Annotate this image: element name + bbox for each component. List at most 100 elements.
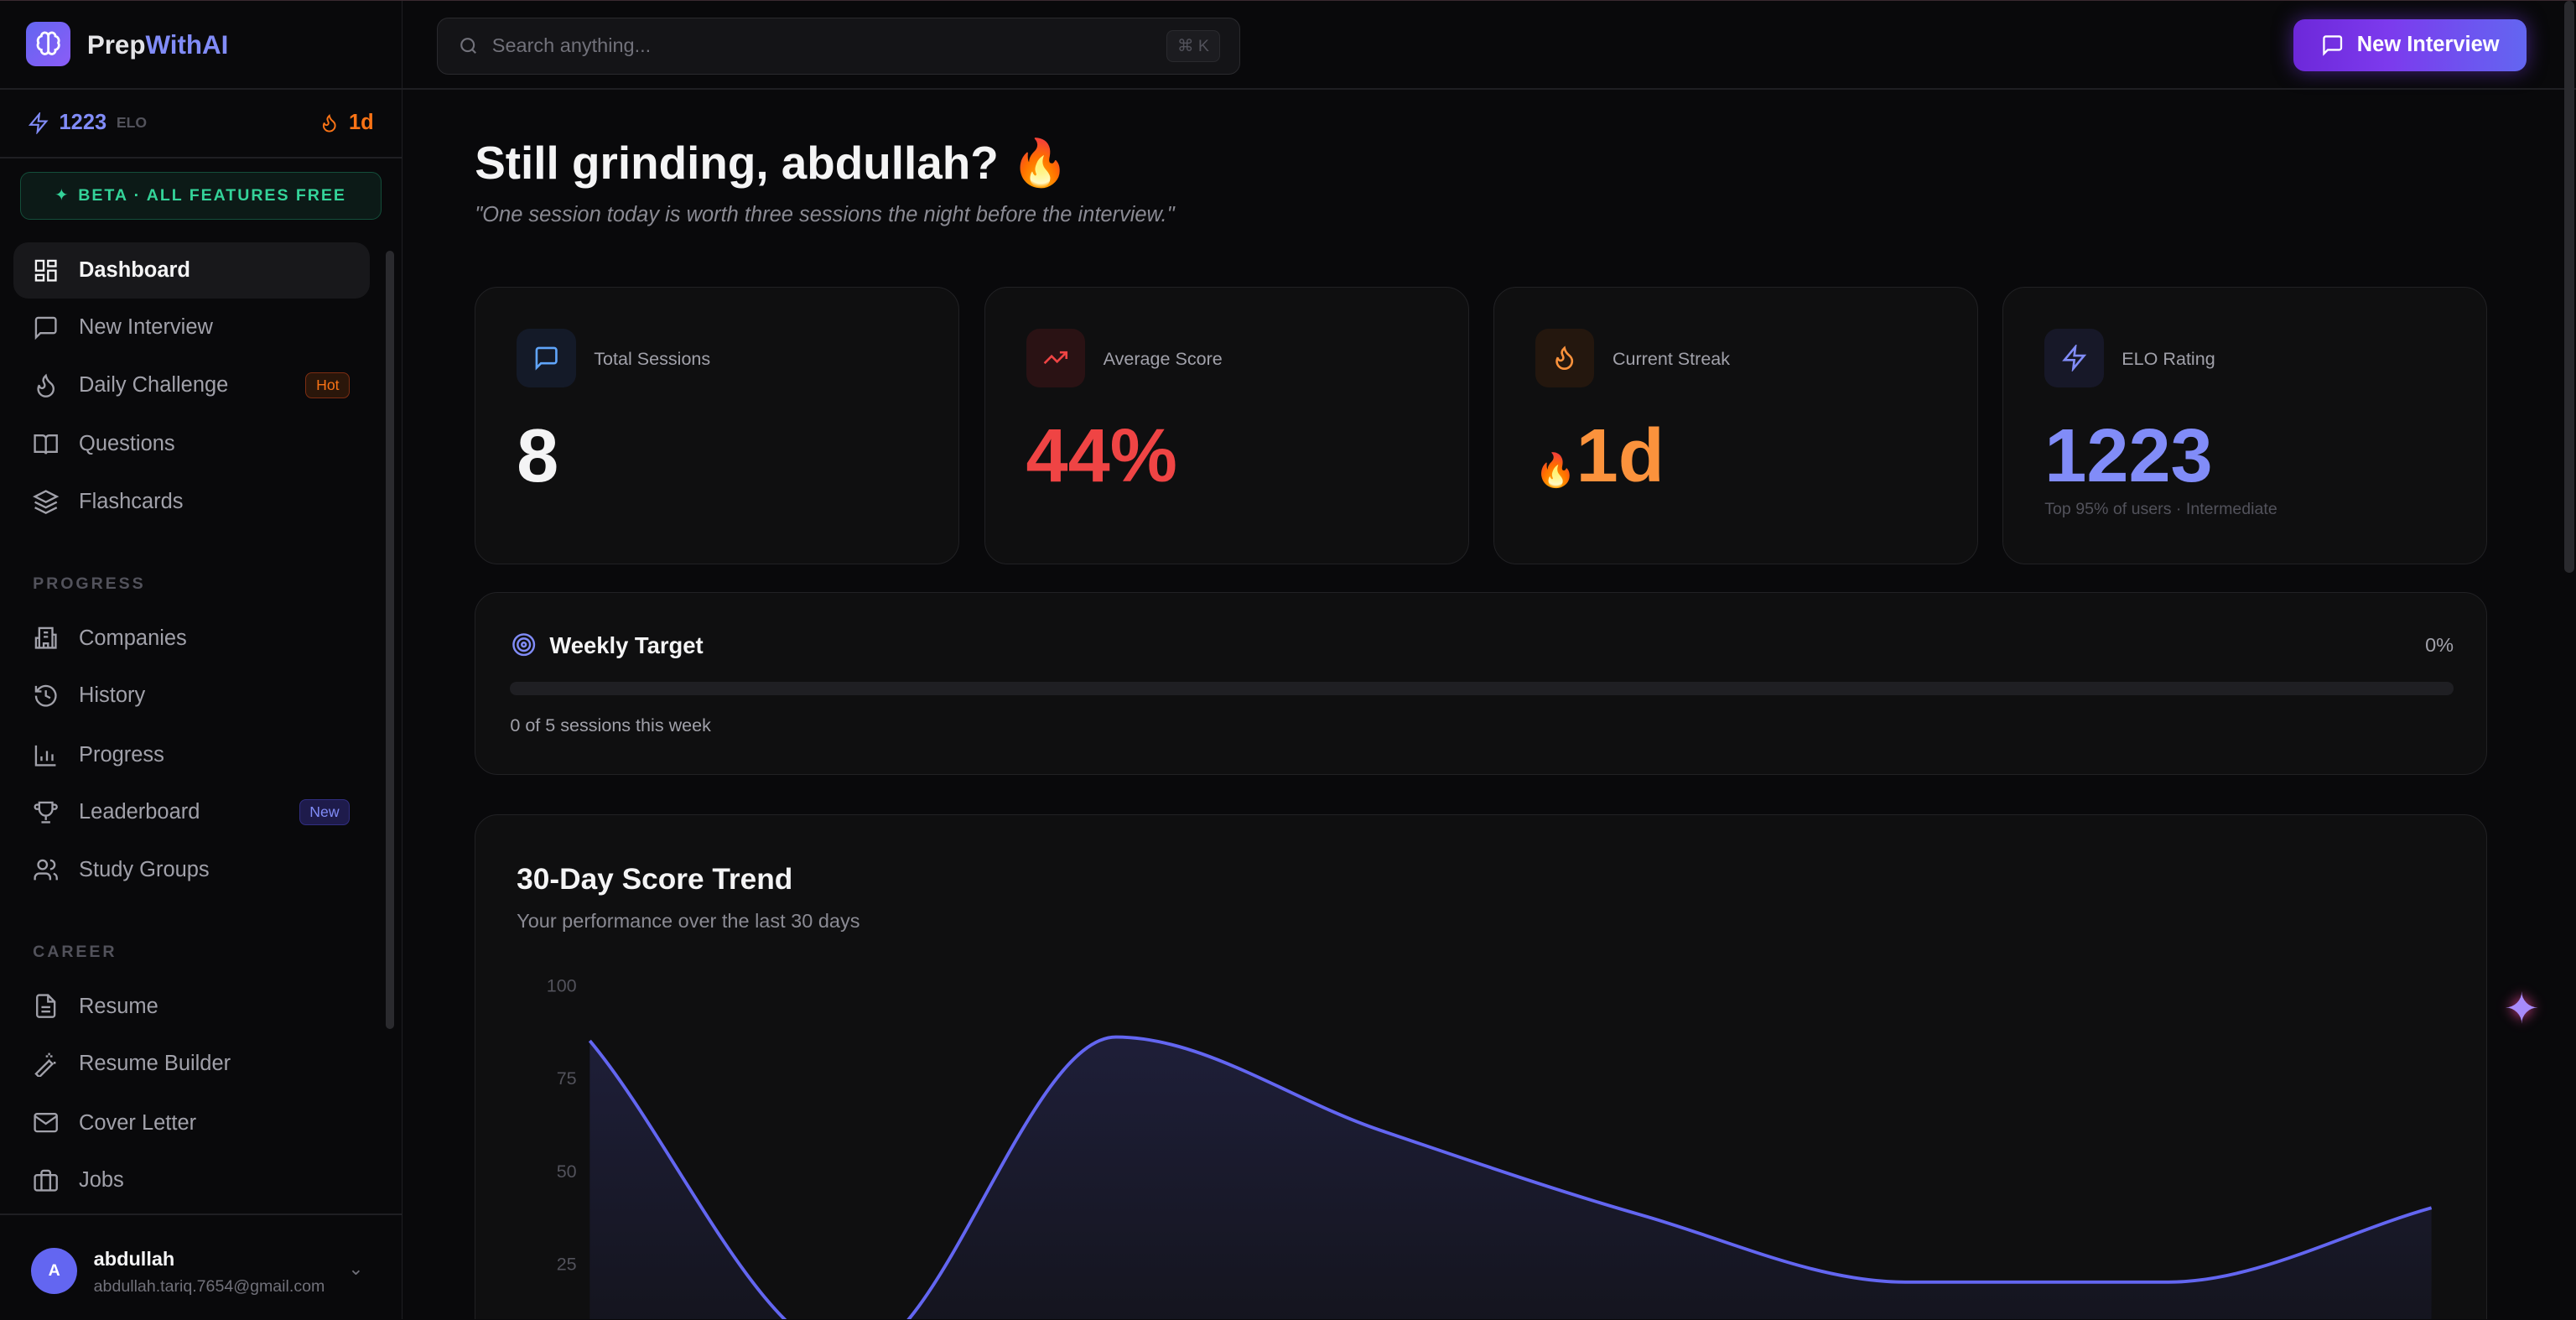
sidebar-item-jobs[interactable]: Jobs <box>13 1152 370 1208</box>
stat-subtext: Top 95% of users · Intermediate <box>2044 499 2277 518</box>
stat-value: 🔥1d <box>1535 413 1665 500</box>
sparkles-icon: ✦ <box>55 186 70 205</box>
fire-emoji-icon: 🔥 <box>1535 452 1576 489</box>
beta-text: BETA · ALL FEATURES FREE <box>78 185 346 205</box>
zap-icon <box>29 112 49 134</box>
avatar[interactable]: A <box>31 1248 78 1294</box>
section-label-progress: PROGRESS <box>33 574 146 593</box>
weekly-target-title: Weekly Target <box>549 632 704 659</box>
sidebar-item-dashboard[interactable]: Dashboard <box>13 242 370 299</box>
layers-icon <box>33 490 60 514</box>
sidebar-item-study-groups[interactable]: Study Groups <box>13 842 370 898</box>
y-tick-label: 100 <box>547 974 577 995</box>
sidebar-item-label: Questions <box>79 432 175 456</box>
sidebar-item-label: Cover Letter <box>79 1110 197 1135</box>
sidebar-item-leaderboard[interactable]: Leaderboard New <box>13 785 370 841</box>
stat-card-average-score: Average Score 44% <box>984 286 1469 564</box>
stat-card-elo-rating: ELO Rating 1223 Top 95% of users · Inter… <box>2002 286 2488 564</box>
weekly-target-percent: 0% <box>2425 634 2454 657</box>
motivational-quote: "One session today is worth three sessio… <box>475 202 1175 226</box>
sidebar-item-label: Jobs <box>79 1168 124 1193</box>
divider <box>0 1213 402 1215</box>
flame-icon <box>1535 328 1595 388</box>
brand-part1: Prep <box>86 30 146 60</box>
page-title: Still grinding, abdullah? 🔥 <box>475 136 1069 189</box>
sidebar-item-progress[interactable]: Progress <box>13 727 370 783</box>
new-interview-label: New Interview <box>2356 33 2500 57</box>
sidebar-item-new-interview[interactable]: New Interview <box>13 300 370 356</box>
sidebar-item-daily-challenge[interactable]: Daily Challenge Hot <box>13 357 370 413</box>
score-line <box>588 1035 2433 1320</box>
brand-name[interactable]: PrepWithAI <box>87 30 229 60</box>
streak-indicator: 1d <box>319 111 374 135</box>
elo-label: ELO <box>116 114 148 132</box>
header-divider <box>402 87 2576 90</box>
search-placeholder: Search anything... <box>491 34 652 57</box>
user-name: abdullah <box>93 1248 175 1271</box>
trophy-icon <box>34 801 59 824</box>
sidebar-item-label: Progress <box>79 742 164 767</box>
section-label-career: CAREER <box>33 942 117 961</box>
mail-icon <box>34 1113 59 1133</box>
sidebar-item-label: Study Groups <box>79 857 210 881</box>
brain-logo-icon[interactable] <box>26 22 71 67</box>
new-interview-button[interactable]: New Interview <box>2293 18 2527 72</box>
stat-label: Current Streak <box>1612 348 1731 370</box>
sidebar-item-label: Resume <box>79 994 158 1018</box>
sidebar-item-flashcards[interactable]: Flashcards <box>13 474 370 530</box>
sidebar-item-label: Companies <box>79 626 187 650</box>
building-icon <box>34 627 57 650</box>
weekly-progress-bar <box>510 682 2454 695</box>
new-badge: New <box>299 799 351 826</box>
trending-up-icon <box>1026 328 1086 388</box>
sidebar-item-companies[interactable]: Companies <box>13 611 370 667</box>
book-open-icon <box>34 434 59 455</box>
divider <box>0 87 402 90</box>
beta-banner: ✦ BETA · ALL FEATURES FREE <box>19 171 382 220</box>
sidebar-item-cover-letter[interactable]: Cover Letter <box>13 1095 370 1151</box>
file-text-icon <box>36 994 56 1019</box>
sidebar-item-label: Resume Builder <box>79 1052 231 1076</box>
sidebar-item-label: New Interview <box>79 315 213 340</box>
flame-icon <box>322 114 336 133</box>
chevron-down-icon[interactable]: ⌄ <box>348 1257 364 1279</box>
sidebar-scrollbar[interactable] <box>386 250 395 1030</box>
search-input[interactable]: Search anything... ⌘ K <box>437 17 1241 75</box>
brand-part2: WithAI <box>145 30 229 60</box>
stat-label: Average Score <box>1103 348 1223 370</box>
elo-value: 1223 <box>59 111 107 135</box>
message-square-icon <box>2322 35 2342 56</box>
sidebar-item-questions[interactable]: Questions <box>13 417 370 473</box>
stat-value: 44% <box>1026 413 1177 498</box>
chart-title: 30-Day Score Trend <box>517 862 793 896</box>
users-icon <box>34 859 59 881</box>
target-icon <box>512 633 536 657</box>
message-square-icon <box>34 316 57 340</box>
stat-value: 1223 <box>2044 413 2213 498</box>
message-square-icon <box>517 328 576 388</box>
sidebar: PrepWithAI 1223 ELO 1d ✦ BETA · ALL FEAT… <box>0 1 402 1320</box>
zap-icon <box>2044 328 2104 388</box>
sidebar-item-resume[interactable]: Resume <box>13 979 370 1035</box>
score-area <box>589 1037 2432 1320</box>
sidebar-item-label: Leaderboard <box>79 800 200 824</box>
main-scrollbar[interactable] <box>2564 1 2575 573</box>
weekly-target-card: Weekly Target 0% 0 of 5 sessions this we… <box>475 592 2488 775</box>
y-tick-label: 25 <box>557 1253 577 1274</box>
streak-days: 1d <box>1576 413 1665 498</box>
hot-badge: Hot <box>305 372 351 398</box>
shortcut-hint: ⌘ K <box>1166 29 1220 62</box>
sidebar-item-label: Daily Challenge <box>79 372 229 397</box>
elo-indicator: 1223 ELO <box>28 111 147 135</box>
ai-assistant-sparkle-icon[interactable]: ✦ <box>2503 984 2540 1032</box>
search-icon <box>460 38 476 55</box>
sidebar-item-resume-builder[interactable]: Resume Builder <box>13 1036 370 1092</box>
chart-subtitle: Your performance over the last 30 days <box>517 910 860 933</box>
sidebar-item-history[interactable]: History <box>13 668 370 724</box>
y-tick-label: 50 <box>557 1161 577 1182</box>
flame-icon <box>37 373 55 398</box>
stat-label: ELO Rating <box>2122 348 2215 370</box>
stat-label: Total Sessions <box>594 348 711 370</box>
